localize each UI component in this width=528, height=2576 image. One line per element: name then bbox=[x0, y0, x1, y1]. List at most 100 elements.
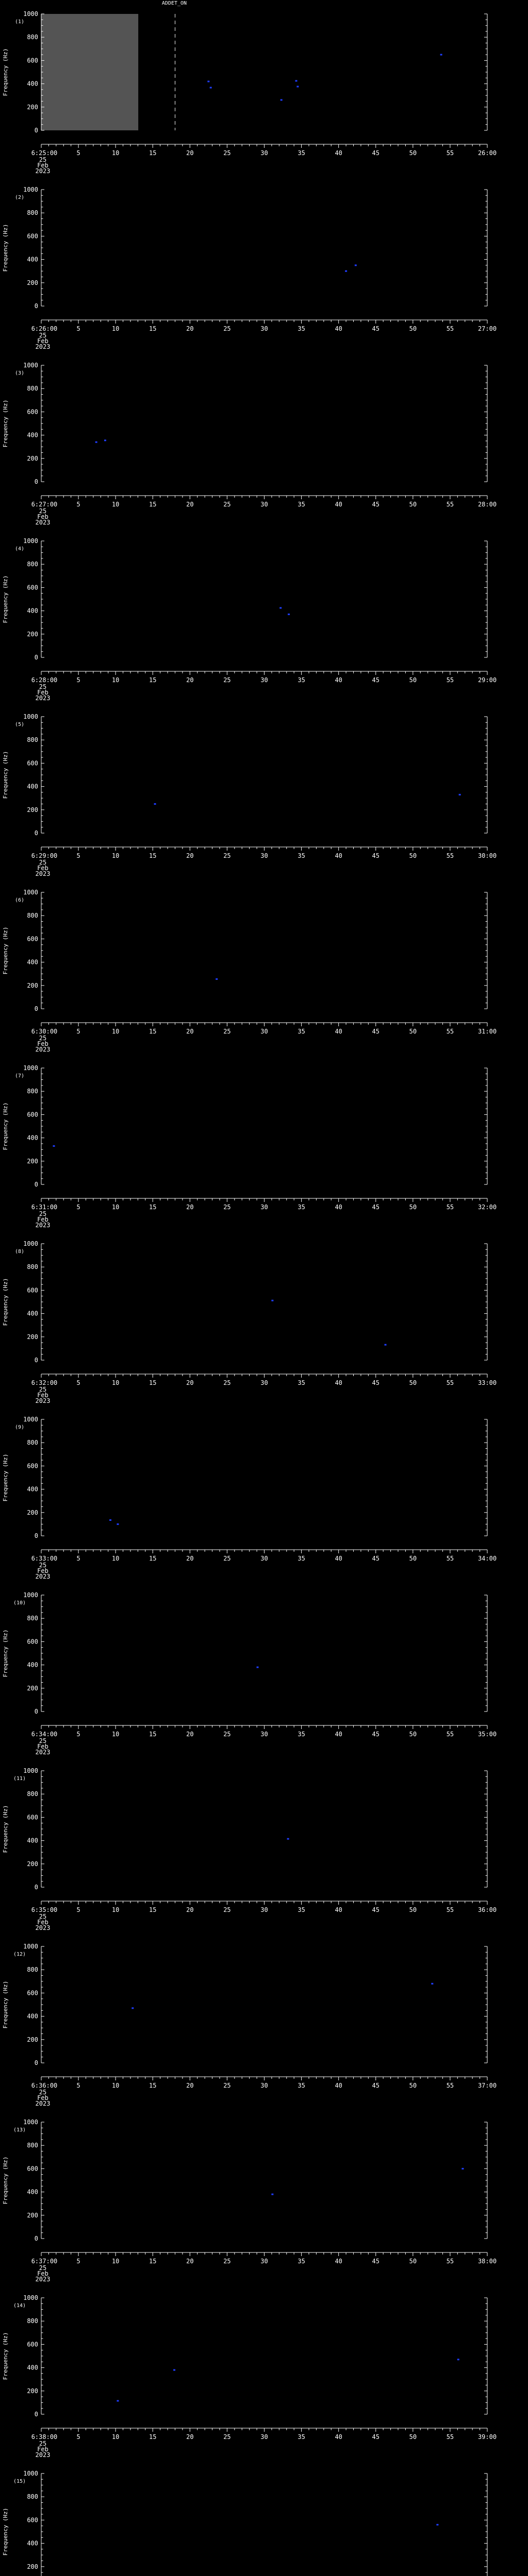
axis-date-line: Feb bbox=[37, 1392, 48, 1399]
detection-dot bbox=[457, 2359, 459, 2361]
axis-end-time-label: 35:00 bbox=[478, 1731, 497, 1738]
detection-dot bbox=[461, 2167, 464, 2170]
x-tick-label: 30 bbox=[260, 1555, 268, 1562]
y-tick-label: 400 bbox=[27, 2189, 38, 2196]
x-tick-label: 55 bbox=[447, 2433, 454, 2441]
x-tick-label: 30 bbox=[260, 1731, 268, 1738]
x-tick-label: 40 bbox=[335, 149, 342, 157]
x-tick-label: 50 bbox=[409, 1555, 417, 1562]
y-tick-label: 0 bbox=[35, 2235, 38, 2242]
detection-dot bbox=[209, 87, 212, 89]
x-tick-label: 10 bbox=[112, 1906, 119, 1913]
y-axis-title: Frequency (Hz) bbox=[2, 2508, 9, 2556]
x-tick-label: 15 bbox=[149, 1028, 156, 1035]
axis-date-line: Feb bbox=[37, 162, 48, 169]
y-tick-label: 0 bbox=[35, 2059, 38, 2066]
x-tick-label: 25 bbox=[223, 676, 230, 684]
y-tick-label: 400 bbox=[27, 256, 38, 263]
x-tick-label: 45 bbox=[372, 1555, 380, 1562]
axis-date-line: 2023 bbox=[36, 343, 51, 350]
y-tick-label: 0 bbox=[35, 1884, 38, 1891]
x-tick-label: 50 bbox=[409, 2258, 417, 2265]
y-tick-label: 600 bbox=[27, 2516, 38, 2523]
y-tick-label: 800 bbox=[27, 33, 38, 41]
x-tick-label: 5 bbox=[76, 325, 80, 332]
x-tick-label: 5 bbox=[76, 2082, 80, 2089]
y-axis-title: Frequency (Hz) bbox=[2, 1630, 9, 1677]
x-tick-label: 30 bbox=[260, 1379, 268, 1386]
y-tick-label: 0 bbox=[35, 127, 38, 134]
x-tick-label: 40 bbox=[335, 1555, 342, 1562]
detection-dot bbox=[279, 607, 282, 609]
x-tick-label: 40 bbox=[335, 2082, 342, 2089]
spectrogram-panel: (1) Frequency (Hz) 0 200 400 600 800 1000 5 10 15 2… bbox=[2, 10, 497, 175]
x-tick-label: 15 bbox=[149, 1204, 156, 1211]
x-tick-label: 40 bbox=[335, 852, 342, 859]
detection-dot bbox=[288, 613, 290, 615]
y-tick-label: 600 bbox=[27, 1462, 38, 1469]
y-tick-label: 800 bbox=[27, 2142, 38, 2149]
axis-date-line: Feb bbox=[37, 2094, 48, 2102]
axis-date-line: 25 bbox=[39, 2440, 46, 2447]
y-tick-label: 400 bbox=[27, 2540, 38, 2547]
x-tick-label: 30 bbox=[260, 501, 268, 508]
axis-date-line: Feb bbox=[37, 2446, 48, 2453]
x-tick-label: 15 bbox=[149, 852, 156, 859]
x-tick-label: 40 bbox=[335, 676, 342, 684]
x-tick-label: 35 bbox=[298, 1028, 305, 1035]
y-tick-label: 400 bbox=[27, 1134, 38, 1142]
y-axis-title: Frequency (Hz) bbox=[2, 575, 9, 623]
axis-date-line: 25 bbox=[39, 1913, 46, 1920]
spectrogram-panel: (14) Frequency (Hz) 0 200 400 600 800 1000 5 10 15… bbox=[2, 2294, 497, 2459]
y-tick-label: 1000 bbox=[23, 1943, 38, 1950]
x-tick-label: 40 bbox=[335, 1379, 342, 1386]
x-tick-label: 35 bbox=[298, 2433, 305, 2441]
panel-index-label: (5) bbox=[15, 722, 24, 727]
x-tick-label: 45 bbox=[372, 2082, 380, 2089]
y-tick-label: 800 bbox=[27, 209, 38, 216]
y-tick-label: 400 bbox=[27, 959, 38, 966]
y-tick-label: 800 bbox=[27, 2317, 38, 2325]
x-tick-label: 35 bbox=[298, 1555, 305, 1562]
y-tick-label: 1000 bbox=[23, 1240, 38, 1247]
detection-dot bbox=[345, 270, 348, 272]
x-tick-label: 5 bbox=[76, 1379, 80, 1386]
y-tick-label: 0 bbox=[35, 302, 38, 310]
axis-end-time-label: 32:00 bbox=[478, 1204, 497, 1211]
x-tick-label: 50 bbox=[409, 1379, 417, 1386]
x-tick-label: 20 bbox=[186, 1028, 193, 1035]
spectrogram-panel: (7) Frequency (Hz) 0 200 400 600 800 1000 5 10 15 2… bbox=[2, 1064, 497, 1229]
x-tick-label: 5 bbox=[76, 1906, 80, 1913]
axis-date-line: 2023 bbox=[36, 1397, 51, 1404]
x-tick-label: 25 bbox=[223, 1906, 230, 1913]
x-tick-label: 35 bbox=[298, 325, 305, 332]
y-tick-label: 600 bbox=[27, 584, 38, 591]
x-tick-label: 30 bbox=[260, 852, 268, 859]
x-tick-label: 35 bbox=[298, 1204, 305, 1211]
axis-date-line: 25 bbox=[39, 1386, 46, 1393]
axis-start-time-label: 6:35:00 bbox=[31, 1906, 58, 1913]
y-axis-title: Frequency (Hz) bbox=[2, 1103, 9, 1150]
x-tick-label: 20 bbox=[186, 1204, 193, 1211]
x-tick-label: 15 bbox=[149, 1906, 156, 1913]
x-tick-label: 5 bbox=[76, 2433, 80, 2441]
axis-date-line: 2023 bbox=[36, 1222, 51, 1229]
x-tick-label: 15 bbox=[149, 676, 156, 684]
y-tick-label: 600 bbox=[27, 2165, 38, 2172]
y-axis-title: Frequency (Hz) bbox=[2, 927, 9, 975]
x-tick-label: 45 bbox=[372, 1379, 380, 1386]
y-tick-label: 1000 bbox=[23, 1591, 38, 1599]
spectrogram-panel: (8) Frequency (Hz) 0 200 400 600 800 1000 5 10 15 2… bbox=[2, 1240, 497, 1404]
y-tick-label: 400 bbox=[27, 1837, 38, 1844]
y-tick-label: 600 bbox=[27, 1989, 38, 1996]
x-tick-label: 10 bbox=[112, 2433, 119, 2441]
y-tick-label: 800 bbox=[27, 385, 38, 392]
y-tick-label: 1000 bbox=[23, 186, 38, 193]
y-tick-label: 0 bbox=[35, 2411, 38, 2418]
axis-end-time-label: 28:00 bbox=[478, 501, 497, 508]
detection-dot bbox=[131, 2007, 134, 2009]
axis-date-line: Feb bbox=[37, 689, 48, 696]
x-tick-label: 20 bbox=[186, 1379, 193, 1386]
x-tick-label: 45 bbox=[372, 501, 380, 508]
axis-start-time-label: 6:31:00 bbox=[31, 1204, 58, 1211]
